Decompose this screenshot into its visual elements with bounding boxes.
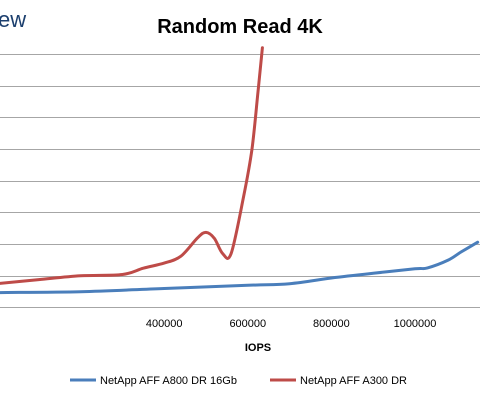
series-line-2 <box>0 46 264 285</box>
x-axis-label: IOPS <box>245 342 271 354</box>
gridlines <box>0 54 480 308</box>
legend-label-1: NetApp AFF A800 DR 16Gb <box>100 375 237 387</box>
x-tick-label-4: 600000 <box>229 318 266 330</box>
series-line-1 <box>0 240 480 295</box>
legend: NetApp AFF A800 DR 16Gb NetApp AFF A300 D… <box>70 375 407 387</box>
logo-text: ew <box>0 7 26 32</box>
chart-title: Random Read 4K <box>157 16 323 38</box>
legend-label-2: NetApp AFF A300 DR <box>300 375 407 387</box>
series-lines <box>0 46 480 295</box>
x-tick-label-6: 1000000 <box>394 318 437 330</box>
x-tick-label-5: 800000 <box>313 318 350 330</box>
x-tick-label-3: 400000 <box>146 318 183 330</box>
x-tick-labels: 00004000006000008000001000000 <box>146 318 437 330</box>
